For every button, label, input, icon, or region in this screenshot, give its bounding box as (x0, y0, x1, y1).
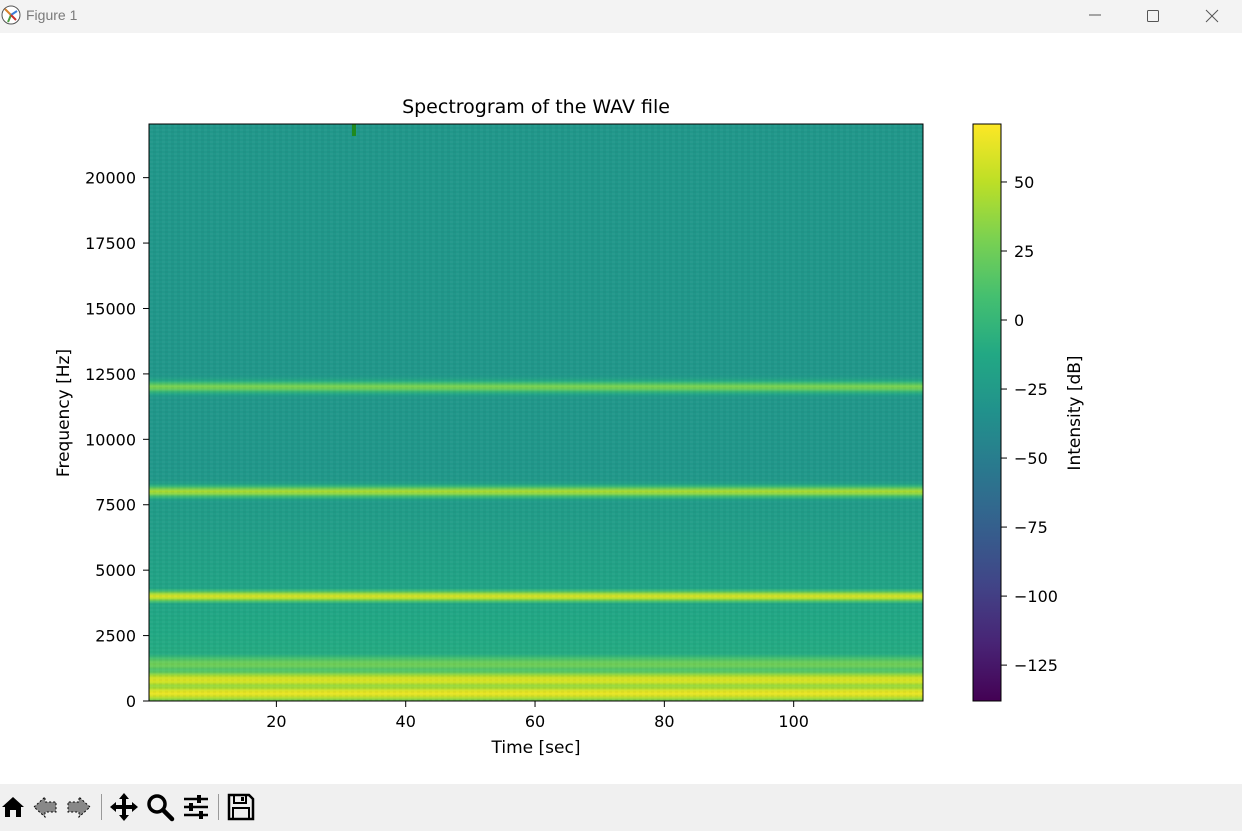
colorbar-frame (972, 123, 1002, 702)
home-icon (2, 797, 24, 817)
figure-canvas[interactable]: Spectrogram of the WAV file 20 40 60 80 100 … (0, 33, 1242, 784)
matplotlib-icon (1, 5, 21, 25)
back-arrow-icon (33, 795, 57, 819)
colorbar-tick-label: −125 (1014, 656, 1058, 675)
y-tick-label: 10000 (85, 430, 136, 449)
y-tick-label: 2500 (95, 627, 136, 646)
x-axis-label: Time [sec] (491, 738, 581, 758)
forward-arrow-icon (67, 795, 91, 819)
colorbar-ticks: −125 −100 −75 −50 −25 0 25 50 (1001, 173, 1058, 675)
x-tick-label: 60 (525, 712, 545, 731)
y-tick-label: 12500 (85, 365, 136, 384)
x-tick-label: 40 (396, 712, 416, 731)
x-tick-label: 100 (778, 712, 809, 731)
y-tick-label: 15000 (85, 299, 136, 318)
pan-button[interactable] (109, 792, 139, 822)
colorbar-tick-label: 50 (1014, 173, 1034, 192)
colorbar-label: Intensity [dB] (1065, 355, 1085, 470)
minimize-icon (1089, 14, 1101, 16)
x-axis: 20 40 60 80 100 (266, 701, 809, 731)
zoom-button[interactable] (145, 792, 175, 822)
window-title: Figure 1 (26, 7, 78, 23)
y-tick-label: 0 (126, 692, 136, 711)
spectrogram-texture (149, 124, 923, 701)
colorbar-tick-label: −50 (1014, 449, 1048, 468)
toolbar-separator (218, 794, 219, 820)
colorbar-tick-label: −100 (1014, 587, 1058, 606)
forward-button[interactable] (63, 792, 93, 822)
maximize-button[interactable] (1130, 0, 1176, 33)
save-button[interactable] (226, 792, 256, 822)
home-button[interactable] (0, 792, 30, 822)
close-icon (1205, 9, 1219, 23)
plot-area (148, 123, 924, 702)
configure-subplots-icon (184, 795, 208, 819)
maximize-icon (1147, 10, 1159, 22)
x-tick-label: 80 (654, 712, 674, 731)
configure-subplots-button[interactable] (181, 792, 211, 822)
pan-icon (110, 793, 138, 821)
plot-frame (148, 123, 924, 702)
y-axis: 0 2500 5000 7500 10000 12500 15000 17500 20000 (85, 169, 149, 711)
close-button[interactable] (1189, 0, 1235, 33)
back-button[interactable] (31, 792, 61, 822)
colorbar-tick-label: 0 (1014, 311, 1024, 330)
minimize-button[interactable] (1072, 0, 1118, 33)
spectrogram-artifact (352, 124, 356, 136)
colorbar: −125 −100 −75 −50 −25 0 25 50 (972, 123, 1058, 702)
colorbar-gradient (973, 124, 1001, 701)
y-tick-label: 7500 (95, 496, 136, 515)
y-tick-label: 17500 (85, 234, 136, 253)
spectrogram-chart: Spectrogram of the WAV file 20 40 60 80 100 … (54, 96, 1085, 758)
zoom-icon (147, 794, 175, 822)
colorbar-tick-label: 25 (1014, 242, 1034, 261)
toolbar-separator (101, 794, 102, 820)
navigation-toolbar (0, 784, 1242, 831)
colorbar-tick-label: −25 (1014, 380, 1048, 399)
chart-title: Spectrogram of the WAV file (402, 96, 670, 118)
y-axis-label: Frequency [Hz] (54, 349, 74, 477)
save-icon (227, 793, 255, 821)
y-tick-label: 5000 (95, 561, 136, 580)
colorbar-tick-label: −75 (1014, 518, 1048, 537)
title-bar: Figure 1 (0, 0, 1242, 33)
y-tick-label: 20000 (85, 169, 136, 188)
x-tick-label: 20 (266, 712, 286, 731)
